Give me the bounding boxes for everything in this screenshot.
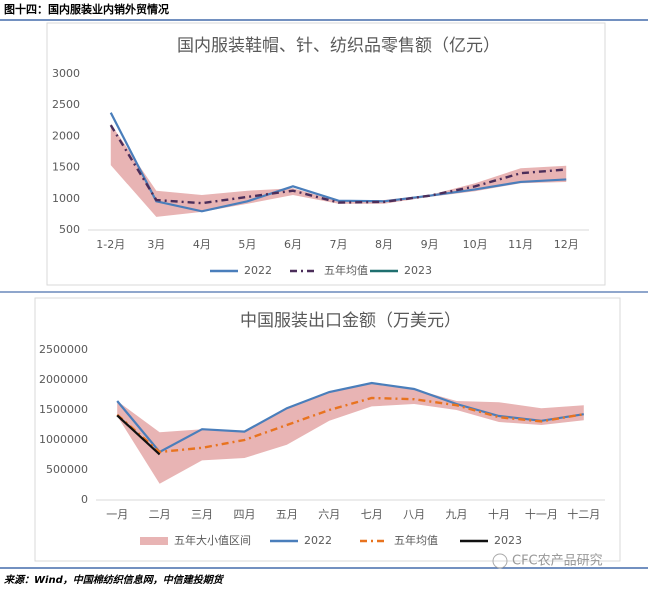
x-tick-label: 4月 [193, 238, 211, 251]
y-tick-label: 500 [59, 223, 80, 236]
x-tick-label: 四月 [233, 508, 255, 521]
chart-frame [46, 22, 606, 286]
chart-title: 中国服装出口金额（万美元） [240, 311, 461, 331]
legend-label: 五年大小值区间 [174, 533, 251, 547]
source-note: 来源：Wind，中国棉纺织信息网，中信建投期货 [4, 574, 225, 586]
figure-title: 图十四：国内服装业内销外贸情况 [4, 2, 169, 16]
watermark-icon [492, 553, 508, 569]
x-tick-label: 十月 [488, 507, 510, 521]
x-tick-label: 三月 [191, 508, 213, 521]
x-tick-label: 八月 [403, 508, 425, 521]
legend-label: 五年均值 [394, 533, 438, 547]
x-tick-label: 十一月 [525, 507, 558, 521]
x-tick-label: 8月 [375, 238, 393, 251]
x-tick-label: 一月 [106, 508, 128, 521]
x-tick-label: 7月 [330, 238, 348, 251]
x-tick-label: 1-2月 [96, 238, 125, 251]
y-tick-label: 1500000 [39, 403, 88, 416]
chart-frame [34, 297, 621, 562]
x-tick-label: 12月 [554, 238, 579, 251]
y-tick-label: 2500 [52, 98, 80, 111]
x-tick-label: 六月 [318, 508, 340, 521]
x-tick-label: 10月 [463, 238, 488, 251]
x-tick-label: 5月 [238, 238, 256, 251]
legend-label: 2022 [304, 534, 332, 547]
series-line [109, 112, 567, 213]
y-tick-label: 500000 [46, 463, 88, 476]
x-tick-label: 十二月 [567, 507, 600, 521]
watermark: CFC农产品研究 [512, 554, 603, 569]
x-tick-label: 七月 [361, 508, 383, 521]
y-tick-label: 2000 [52, 129, 80, 142]
series-line [116, 414, 161, 456]
x-tick-label: 9月 [421, 238, 439, 251]
x-tick-label: 6月 [284, 238, 302, 251]
y-tick-label: 0 [81, 493, 88, 506]
y-tick-label: 2500000 [39, 343, 88, 356]
x-tick-label: 五月 [276, 508, 298, 521]
series-line [116, 396, 584, 454]
range-band [117, 383, 584, 484]
y-tick-label: 1000 [52, 192, 80, 205]
series-line [109, 124, 567, 205]
legend-label: 五年均值 [324, 263, 368, 277]
y-tick-label: 3000 [52, 67, 80, 80]
x-tick-label: 11月 [508, 238, 533, 251]
chart-title: 国内服装鞋帽、针、纺织品零售额（亿元） [177, 36, 500, 56]
legend-label: 2023 [404, 264, 432, 277]
y-tick-label: 1500 [52, 161, 80, 174]
x-tick-label: 九月 [446, 508, 468, 521]
y-tick-label: 1000000 [39, 433, 88, 446]
y-tick-label: 2000000 [39, 373, 88, 386]
x-tick-label: 3月 [147, 238, 165, 251]
x-tick-label: 二月 [149, 508, 171, 521]
legend-label: 2022 [244, 264, 272, 277]
legend-label: 2023 [494, 534, 522, 547]
legend-swatch [140, 537, 168, 545]
